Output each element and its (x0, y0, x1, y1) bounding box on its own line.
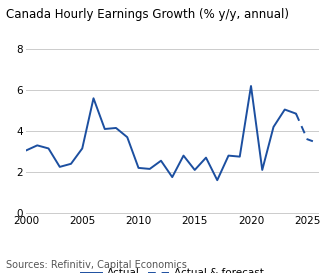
Legend: Actual, Actual & forecast: Actual, Actual & forecast (76, 264, 268, 273)
Text: Sources: Refinitiv, Capital Economics: Sources: Refinitiv, Capital Economics (6, 260, 188, 270)
Text: Canada Hourly Earnings Growth (% y/y, annual): Canada Hourly Earnings Growth (% y/y, an… (6, 8, 290, 21)
